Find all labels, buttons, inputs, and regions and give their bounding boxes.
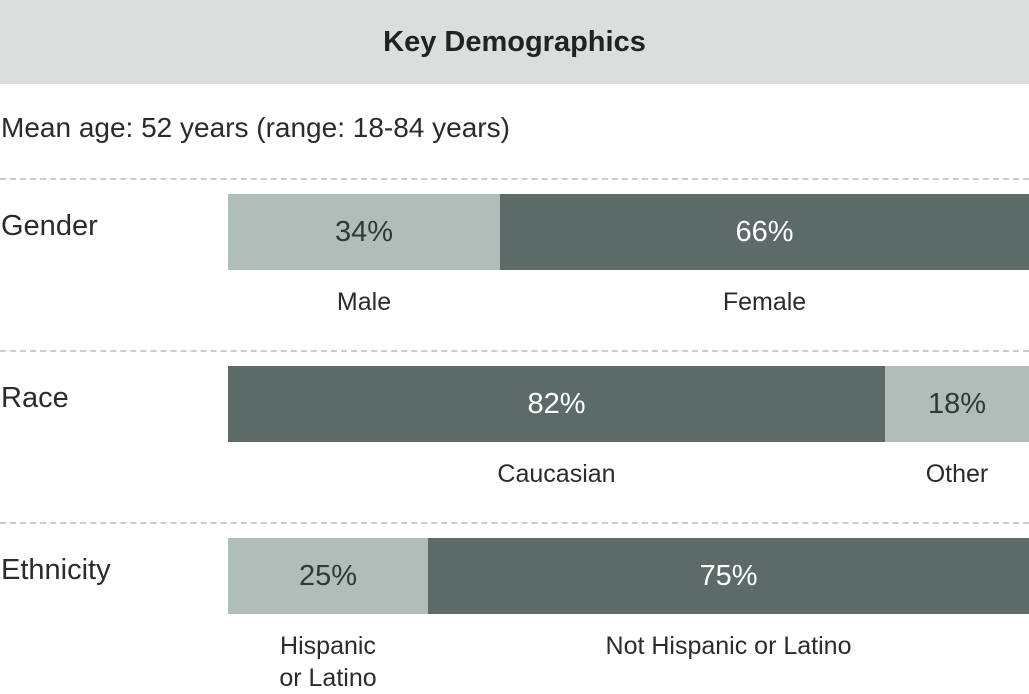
row-divider xyxy=(0,522,1029,524)
mean-age-text: Mean age: 52 years (range: 18-84 years) xyxy=(1,112,510,143)
row-divider xyxy=(0,350,1029,352)
bar-gender: 34% 66% xyxy=(228,194,1029,270)
bar-ethnicity: 25% 75% xyxy=(228,538,1029,614)
category-label-not-hispanic-or-latino: Not Hispanic or Latino xyxy=(605,632,852,660)
category-label-hispanic-or-latino: Hispanic or Latino xyxy=(279,632,377,692)
chart-title: Key Demographics xyxy=(383,25,646,58)
data-label-female: 66% xyxy=(735,215,794,248)
data-label-caucasian: 82% xyxy=(527,387,586,420)
bar-segment-other: 18% xyxy=(885,366,1029,442)
data-label-hispanic-or-latino: 25% xyxy=(298,559,358,592)
bar-segment-male: 34% xyxy=(228,194,500,270)
bar-race: 82% 18% xyxy=(228,366,1029,442)
chart-header: Key Demographics xyxy=(0,0,1029,84)
bar-segment-caucasian: 82% xyxy=(228,366,885,442)
row-divider xyxy=(0,178,1029,180)
category-label-male: Male xyxy=(336,288,392,316)
category-label-caucasian: Caucasian xyxy=(497,460,616,488)
category-label-female: Female xyxy=(722,288,807,316)
row-label-race: Race xyxy=(1,382,69,414)
row-label-gender: Gender xyxy=(1,210,98,242)
row-label-ethnicity: Ethnicity xyxy=(1,554,111,586)
data-label-not-hispanic-or-latino: 75% xyxy=(699,559,758,592)
bar-segment-hispanic-or-latino: 25% xyxy=(228,538,428,614)
bar-segment-female: 66% xyxy=(500,194,1029,270)
data-label-other: 18% xyxy=(927,387,987,420)
bar-segment-not-hispanic-or-latino: 75% xyxy=(428,538,1029,614)
data-label-male: 34% xyxy=(334,215,394,248)
category-label-other: Other xyxy=(925,460,989,488)
